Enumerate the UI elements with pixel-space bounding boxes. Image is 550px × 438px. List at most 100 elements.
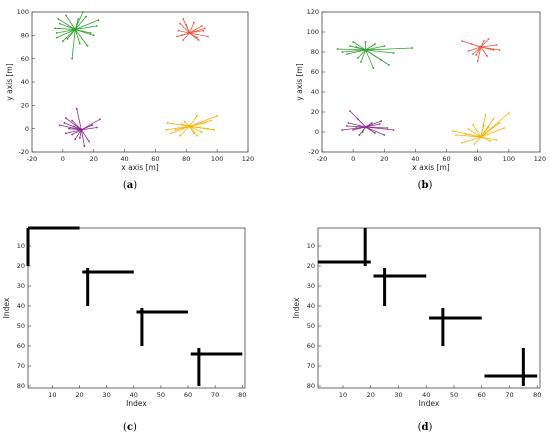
cluster-1-ray	[75, 25, 97, 30]
y-tick-label: 60	[311, 68, 319, 76]
cluster-3-ray	[357, 118, 366, 128]
cluster-1-ray	[346, 49, 366, 55]
cluster-4-point	[216, 114, 219, 117]
y-tick-label: 30	[307, 282, 315, 290]
block-3-col-bar	[441, 308, 445, 346]
cluster-1-ray	[342, 49, 366, 53]
cluster-1-point	[85, 15, 87, 18]
cluster-1-point	[55, 36, 58, 39]
cluster-4-point	[507, 112, 510, 114]
y-tick-label: 20	[311, 108, 319, 116]
x-tick-label: 0	[351, 155, 355, 163]
y-tick-label: -20	[18, 148, 29, 156]
cluster-4-ray	[179, 126, 190, 136]
cluster-2-point	[470, 43, 473, 45]
cluster-1-point	[411, 47, 414, 49]
cluster-3-center	[364, 125, 367, 129]
cluster-1-point	[82, 11, 84, 13]
y-tick-label: 70	[17, 362, 25, 370]
y-tick-label: 60	[21, 55, 29, 63]
cluster-4-ray	[462, 136, 481, 144]
cluster-4-point	[489, 140, 492, 142]
x-tick-label: 120	[534, 155, 546, 163]
cluster-2-point	[483, 40, 485, 42]
cluster-4-ray	[175, 125, 190, 131]
cluster-1-center	[73, 28, 77, 31]
block-2-row-bar	[82, 270, 134, 274]
cluster-3-ray	[76, 108, 82, 130]
cluster-2-point	[492, 49, 495, 51]
cluster-4-center	[187, 124, 191, 128]
cluster-4-point	[492, 118, 495, 120]
cluster-2-ray	[480, 46, 494, 51]
cluster-4-point	[487, 126, 490, 128]
y-tick-label: 60	[17, 342, 25, 350]
x-tick-label: 80	[238, 391, 246, 399]
cluster-4-point	[451, 130, 454, 132]
cluster-2-point	[185, 23, 188, 26]
cluster-1-ray	[59, 23, 76, 30]
cluster-2-ray	[477, 46, 482, 62]
y-tick-label: 0	[315, 128, 319, 136]
cluster-1-point	[57, 18, 60, 20]
cluster-2-point	[203, 27, 206, 30]
cluster-3-point	[370, 122, 373, 124]
cluster-3-ray	[356, 126, 366, 129]
cluster-4-point	[169, 132, 172, 135]
x-tick-label: 40	[411, 155, 419, 163]
panel-c	[26, 226, 246, 389]
cluster-3-point	[341, 129, 344, 131]
cluster-4-center	[479, 135, 483, 139]
y-tick-label: 30	[17, 282, 25, 290]
cluster-2-ray	[480, 38, 489, 48]
cluster-4-point	[455, 134, 457, 136]
cluster-3-point	[65, 117, 67, 120]
y-tick-label: 50	[17, 322, 25, 330]
y-tick-label: 20	[307, 262, 315, 270]
y-tick-label: 40	[17, 302, 25, 310]
cluster-3-ray	[365, 120, 382, 128]
cluster-3-point	[65, 132, 67, 135]
cluster-1-point	[65, 14, 67, 17]
cluster-1-ray	[356, 46, 366, 51]
cluster-3-point	[74, 138, 77, 141]
x-tick-label: 100	[211, 155, 223, 163]
x-axis-label: Index	[419, 399, 440, 408]
cluster-4-point	[196, 134, 198, 137]
cluster-2-center	[479, 45, 483, 49]
cluster-1-point	[383, 45, 386, 47]
cluster-2-point	[467, 50, 470, 52]
y-tick-label: 40	[307, 302, 315, 310]
x-tick-label: 20	[75, 391, 83, 399]
cluster-1-point	[86, 44, 89, 47]
cluster-3-point	[78, 137, 81, 139]
cluster-2-point	[177, 29, 180, 32]
cluster-1-point	[360, 61, 362, 63]
y-tick-label: 100	[307, 28, 319, 36]
cluster-1-ray	[74, 11, 84, 30]
cluster-3-point	[352, 129, 355, 131]
cluster-4-point	[495, 139, 498, 141]
cluster-3-point	[355, 127, 358, 129]
cluster-1-point	[97, 19, 100, 22]
cluster-3-point	[358, 134, 361, 136]
y-tick-label: 50	[307, 322, 315, 330]
cluster-2-ray	[189, 25, 202, 34]
cluster-4-point	[498, 122, 501, 124]
cluster-2-ray	[468, 46, 481, 52]
cluster-2-ray	[480, 44, 497, 48]
cluster-2-point	[495, 44, 498, 46]
cluster-1-ray	[75, 29, 91, 34]
x-tick-label: 70	[211, 391, 219, 399]
x-tick-label: 40	[120, 155, 128, 163]
x-tick-label: 70	[505, 391, 513, 399]
block-4-col-bar	[521, 348, 525, 386]
cluster-4-point	[200, 131, 203, 134]
cluster-3-point	[58, 124, 61, 127]
cluster-4-ray	[480, 127, 505, 138]
cluster-2-point	[179, 22, 182, 25]
cluster-1-point	[61, 40, 64, 43]
cluster-3-ray	[81, 129, 90, 142]
cluster-4-ray	[480, 136, 491, 142]
